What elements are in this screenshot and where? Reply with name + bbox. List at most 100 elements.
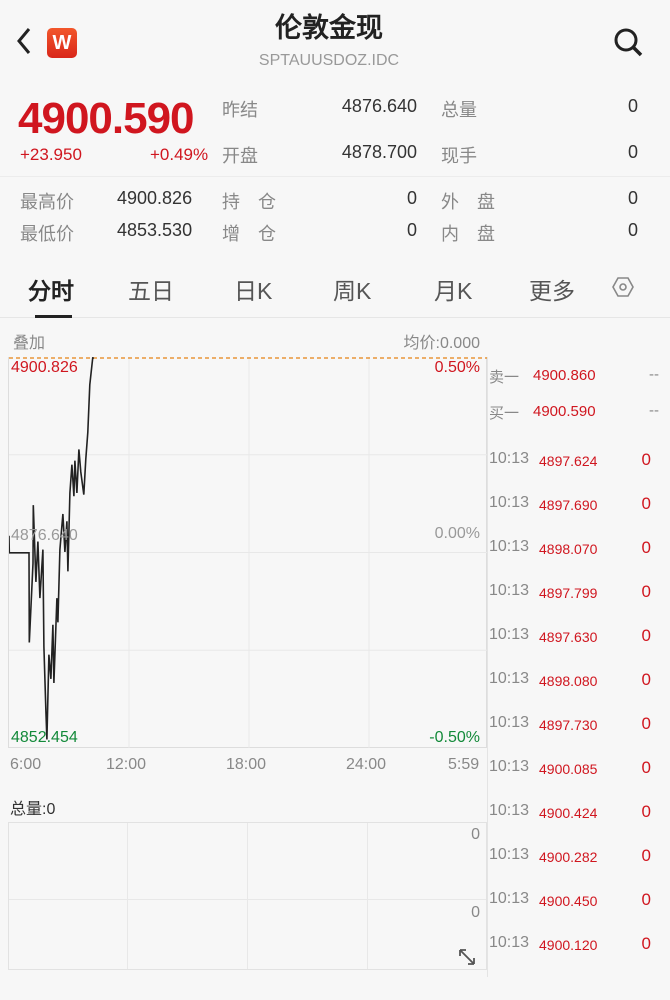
tick-volume: 0 xyxy=(641,714,651,733)
volume-total-label: 总量:0 xyxy=(10,801,56,818)
tick-row: 10:13 4898.080 0 xyxy=(489,670,651,694)
volume-axis-mid: 0 xyxy=(471,904,480,921)
tick-volume: 0 xyxy=(641,670,651,689)
symbol-code: SPTAUUSDOZ.IDC xyxy=(258,52,400,69)
tick-price: 4897.690 xyxy=(539,497,598,513)
back-chevron-icon[interactable] xyxy=(14,26,34,56)
tick-time: 10:13 xyxy=(489,758,530,775)
stat-label: 开盘 xyxy=(222,146,258,166)
x-tick: 6:00 xyxy=(10,756,42,773)
y-pct-high: 0.50% xyxy=(434,359,480,376)
overlay-button[interactable]: 叠加 xyxy=(13,335,46,352)
chart-plot xyxy=(9,357,488,748)
volume-axis-top: 0 xyxy=(471,826,480,843)
page-title: 伦敦金现 xyxy=(275,13,383,43)
tick-volume: 0 xyxy=(641,846,651,865)
tick-volume: 0 xyxy=(641,626,651,645)
stat-label: 最低价 xyxy=(20,224,74,244)
tick-time: 10:13 xyxy=(489,890,530,907)
tick-price: 4898.080 xyxy=(539,673,598,689)
stat-label: 内 盘 xyxy=(441,224,495,244)
stat-label: 增 仓 xyxy=(222,224,276,244)
divider xyxy=(0,317,670,318)
active-tab-indicator xyxy=(35,315,72,318)
tab-five-day[interactable]: 五日 xyxy=(128,278,174,304)
tick-row: 10:13 4897.690 0 xyxy=(489,494,651,518)
tick-volume: 0 xyxy=(641,582,651,601)
order-book-volume: -- xyxy=(649,366,659,383)
stat-value: 4878.700 xyxy=(341,142,417,162)
stat-value: 0 xyxy=(406,220,417,240)
tick-row: 10:13 4900.120 0 xyxy=(489,934,651,958)
order-book-price: 4900.590 xyxy=(533,403,596,420)
tick-price: 4900.450 xyxy=(539,893,598,909)
tick-time: 10:13 xyxy=(489,538,530,555)
stat-value: 4853.530 xyxy=(117,220,193,240)
tab-more[interactable]: 更多 xyxy=(529,278,575,304)
stat-label: 昨结 xyxy=(222,100,258,120)
y-label-low: 4852.454 xyxy=(11,729,78,746)
stat-value: 0 xyxy=(406,188,417,208)
y-label-mid: 4876.640 xyxy=(11,527,78,544)
price-change: +23.950 xyxy=(20,145,82,164)
tick-volume: 0 xyxy=(641,450,651,469)
tick-row: 10:13 4900.085 0 xyxy=(489,758,651,782)
tick-volume: 0 xyxy=(641,802,651,821)
stat-label: 现手 xyxy=(441,146,477,166)
y-pct-low: -0.50% xyxy=(429,729,480,746)
tick-time: 10:13 xyxy=(489,934,530,951)
tick-price: 4897.730 xyxy=(539,717,598,733)
divider xyxy=(0,176,670,177)
tick-time: 10:13 xyxy=(489,494,530,511)
tick-time: 10:13 xyxy=(489,626,530,643)
tick-row: 10:13 4897.799 0 xyxy=(489,582,651,606)
intraday-chart[interactable]: 4900.826 4876.640 4852.454 0.50% 0.00% -… xyxy=(8,357,488,748)
tick-price: 4897.799 xyxy=(539,585,598,601)
x-tick: 24:00 xyxy=(346,756,387,773)
tick-time: 10:13 xyxy=(489,714,530,731)
tick-volume: 0 xyxy=(641,494,651,513)
tick-price: 4897.630 xyxy=(539,629,598,645)
x-tick: 5:59 xyxy=(448,756,480,773)
tick-price: 4900.085 xyxy=(539,761,598,777)
stat-value: 0 xyxy=(627,220,638,240)
tick-row: 10:13 4898.070 0 xyxy=(489,538,651,562)
tab-monthly-k[interactable]: 月K xyxy=(434,278,473,304)
settings-hexagon-icon[interactable] xyxy=(611,275,635,299)
order-book-row: 买一 4900.590 -- xyxy=(489,402,659,426)
x-tick: 18:00 xyxy=(226,756,267,773)
search-icon[interactable] xyxy=(612,26,644,58)
order-book-label: 卖一 xyxy=(489,369,520,386)
order-book-price: 4900.860 xyxy=(533,367,596,384)
stat-value: 4900.826 xyxy=(117,188,193,208)
tab-weekly-k[interactable]: 周K xyxy=(333,278,372,304)
tick-volume: 0 xyxy=(641,934,651,953)
tick-row: 10:13 4900.282 0 xyxy=(489,846,651,870)
tick-price: 4900.282 xyxy=(539,849,598,865)
stat-value: 0 xyxy=(627,188,638,208)
volume-chart: 0 0 xyxy=(8,822,487,970)
avg-price-label: 均价:0.000 xyxy=(403,335,481,352)
tick-row: 10:13 4900.424 0 xyxy=(489,802,651,826)
price-line xyxy=(9,357,94,740)
tick-time: 10:13 xyxy=(489,802,530,819)
last-price: 4900.590 xyxy=(18,94,195,143)
stat-label: 持 仓 xyxy=(222,192,276,212)
y-label-high: 4900.826 xyxy=(11,359,78,376)
order-book-label: 买一 xyxy=(489,405,520,422)
stat-value: 0 xyxy=(627,96,638,116)
tick-row: 10:13 4897.730 0 xyxy=(489,714,651,738)
stat-label: 总量 xyxy=(441,100,477,120)
tick-volume: 0 xyxy=(641,890,651,909)
order-book-volume: -- xyxy=(649,402,659,419)
tick-price: 4900.120 xyxy=(539,937,598,953)
y-pct-mid: 0.00% xyxy=(434,525,480,542)
tick-price: 4897.624 xyxy=(539,453,598,469)
expand-icon[interactable] xyxy=(457,947,477,967)
tab-daily-k[interactable]: 日K xyxy=(234,278,273,304)
tick-row: 10:13 4897.630 0 xyxy=(489,626,651,650)
tick-row: 10:13 4900.450 0 xyxy=(489,890,651,914)
tab-intraday[interactable]: 分时 xyxy=(28,278,74,304)
tick-volume: 0 xyxy=(641,538,651,557)
tick-time: 10:13 xyxy=(489,582,530,599)
